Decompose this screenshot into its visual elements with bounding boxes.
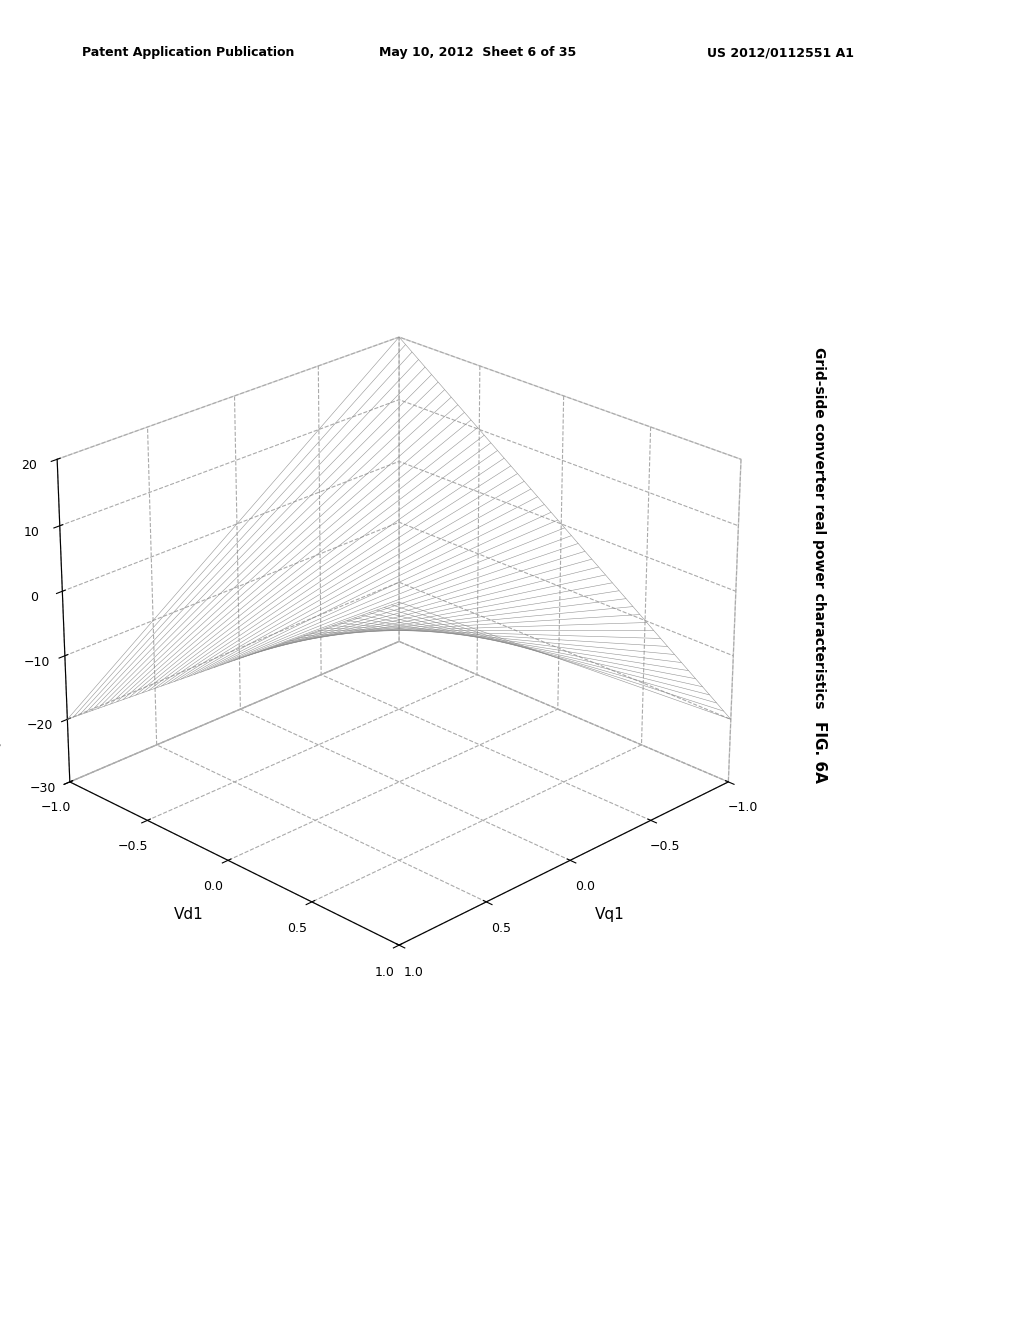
Text: May 10, 2012  Sheet 6 of 35: May 10, 2012 Sheet 6 of 35 [379,46,577,59]
Y-axis label: Vd1: Vd1 [174,907,204,923]
X-axis label: Vq1: Vq1 [595,907,625,923]
Text: Grid-side converter real power characteristics: Grid-side converter real power character… [812,347,826,709]
Text: Patent Application Publication: Patent Application Publication [82,46,294,59]
Text: FIG. 6A: FIG. 6A [812,722,826,783]
Text: US 2012/0112551 A1: US 2012/0112551 A1 [707,46,854,59]
